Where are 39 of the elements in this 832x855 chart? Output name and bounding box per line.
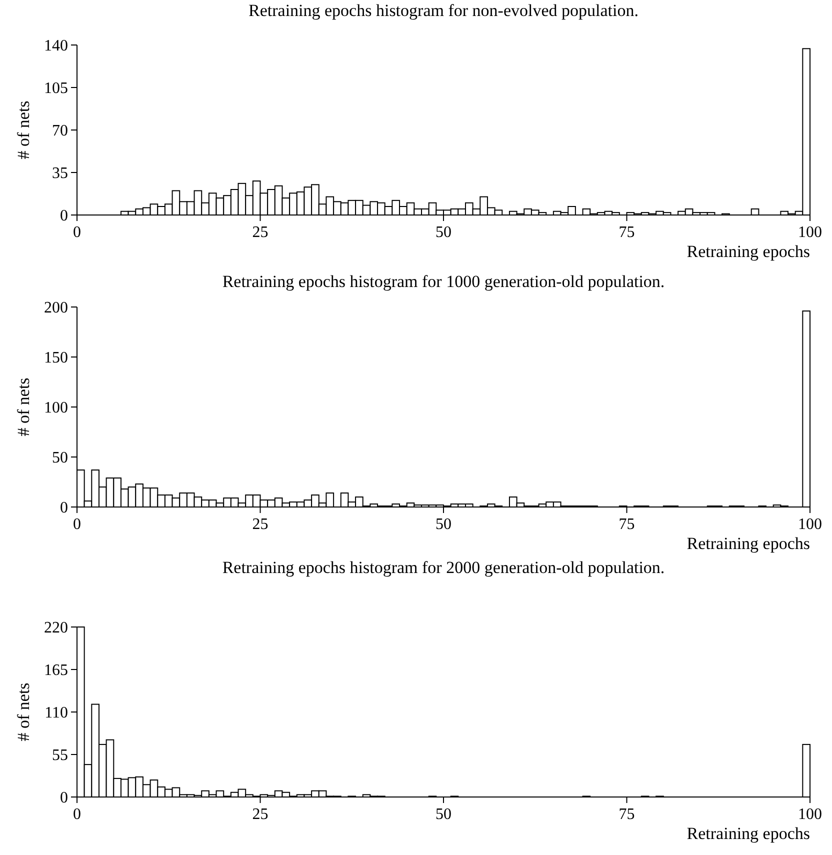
x-tick-label: 50: [436, 806, 452, 823]
y-tick-label: 0: [60, 500, 68, 517]
x-tick-label: 50: [436, 516, 452, 533]
x-tick-label: 25: [252, 806, 268, 823]
y-axis-title: # of nets: [14, 682, 33, 742]
x-axis-title: Retraining epochs: [686, 534, 810, 553]
y-axis-title: # of nets: [14, 378, 33, 436]
y-tick-label: 55: [52, 747, 68, 764]
y-tick-label: 0: [60, 208, 68, 225]
y-tick-label: 100: [44, 400, 68, 417]
x-tick-label: 100: [798, 806, 822, 823]
y-tick-label: 200: [44, 300, 68, 317]
x-tick-label: 0: [73, 224, 81, 241]
x-tick-label: 100: [798, 224, 822, 241]
x-tick-label: 75: [618, 224, 635, 241]
x-tick-label: 25: [252, 224, 268, 241]
x-tick-label: 50: [436, 224, 452, 241]
y-tick-label: 110: [44, 704, 68, 722]
x-tick-label: 75: [618, 516, 635, 533]
y-tick-label: 150: [44, 350, 68, 367]
y-tick-label: 35: [52, 165, 68, 182]
y-tick-label: 165: [44, 662, 68, 680]
y-tick-label: 220: [44, 620, 68, 637]
x-tick-label: 25: [252, 516, 268, 533]
chart-title: Retraining epochs histogram for non-evolved population.: [248, 1, 638, 20]
x-axis-title: Retraining epochs: [686, 824, 810, 843]
y-axis-title: # of nets: [14, 100, 33, 160]
x-axis-title: Retraining epochs: [686, 242, 810, 261]
x-tick-label: 100: [798, 516, 822, 533]
y-tick-label: 105: [44, 80, 68, 98]
y-tick-label: 140: [44, 38, 68, 55]
x-tick-label: 0: [73, 516, 81, 533]
y-tick-label: 50: [52, 450, 68, 467]
chart-title: Retraining epochs histogram for 1000 generation-old population.: [222, 272, 665, 291]
y-tick-label: 0: [60, 790, 68, 807]
x-tick-label: 75: [618, 806, 635, 823]
y-tick-label: 70: [52, 122, 68, 140]
x-tick-label: 0: [73, 806, 81, 823]
chart-title: Retraining epochs histogram for 2000 generation-old population.: [222, 558, 665, 577]
